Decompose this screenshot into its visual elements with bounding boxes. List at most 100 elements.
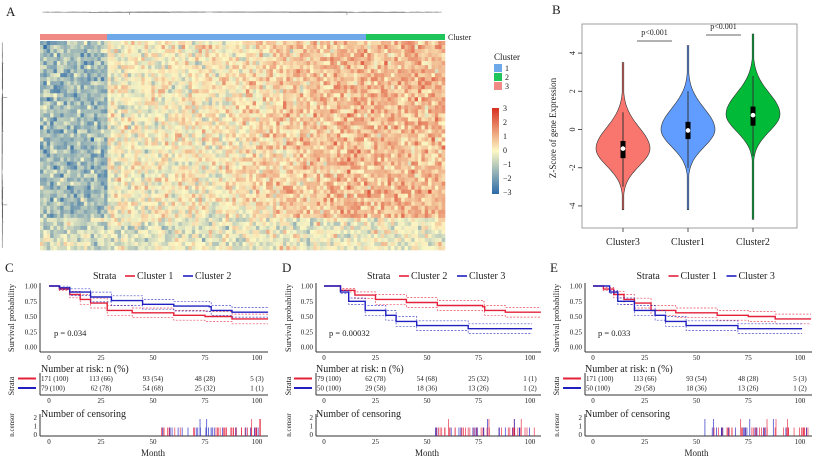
heatmap-cell [100,225,105,231]
heatmap-cell [245,169,250,174]
heatmap-cell [239,201,243,207]
heatmap-cell [124,97,129,102]
heatmap-cell [330,165,334,170]
heatmap-cell [215,41,220,46]
heatmap-cell [306,189,311,195]
heatmap-cell [83,133,88,138]
heatmap-cell [56,233,61,239]
heatmap-cell [326,105,331,110]
heatmap-cell [205,109,210,114]
heatmap-cell [40,121,44,126]
heatmap-cell [269,213,274,219]
heatmap-cell [90,105,95,110]
heatmap-cell [185,245,189,251]
heatmap-cell [350,173,355,178]
heatmap-cell [110,125,115,130]
heatmap-cell [320,177,324,182]
heatmap-cell [249,61,253,66]
heatmap-cell [90,133,95,138]
heatmap-cell [353,185,358,191]
heatmap-cell [337,81,341,86]
heatmap-cell [94,245,98,251]
heatmap-cell [235,65,240,70]
heatmap-cell [310,193,314,199]
heatmap-cell [276,53,280,58]
heatmap-cell [195,233,199,239]
heatmap-cell [110,105,115,110]
heatmap-cell [117,137,122,142]
heatmap-cell [56,113,61,118]
heatmap-cell [77,205,81,211]
heatmap-cell [256,121,260,126]
heatmap-cell [198,65,203,70]
heatmap-cell [276,237,280,243]
heatmap-cell [43,213,48,219]
heatmap-cell [343,201,348,207]
heatmap-cell [235,225,240,231]
heatmap-cell [67,237,71,243]
heatmap-cell [229,233,233,239]
heatmap-cell [154,101,159,106]
heatmap-cell [256,105,260,110]
heatmap-cell [208,137,213,142]
heatmap-cell [137,213,142,219]
heatmap-cell [73,201,78,207]
heatmap-cell [151,189,156,195]
heatmap-cell [87,53,91,58]
heatmap-cell [289,157,294,162]
heatmap-cell [100,197,105,203]
heatmap-cell [161,141,166,146]
heatmap-cell [269,133,274,138]
heatmap-cell [262,53,267,58]
heatmap-cell [266,53,270,58]
heatmap-cell [148,53,152,58]
heatmap-cell [195,117,199,122]
heatmap-cell [232,229,237,235]
heatmap-cell [63,241,68,247]
heatmap-cell [202,45,206,50]
heatmap-cell [208,193,213,199]
heatmap-cell [262,125,267,130]
heatmap-cell [195,229,199,235]
heatmap-cell [269,185,274,191]
heatmap-cell [107,81,112,86]
heatmap-cell [185,117,189,122]
heatmap-cell [316,109,321,114]
heatmap-cell [151,221,156,227]
heatmap-cell [316,165,321,170]
heatmap-cell [326,165,331,170]
heatmap-cell [316,69,321,74]
heatmap-cell [276,89,280,94]
heatmap-cell [242,105,247,110]
heatmap-cell [320,229,324,235]
heatmap-cell [117,225,122,231]
heatmap-cell [50,53,54,58]
heatmap-cell [353,189,358,195]
heatmap-cell [289,177,294,182]
heatmap-cell [154,145,159,150]
heatmap-cell [337,69,341,74]
heatmap-cell [121,141,125,146]
heatmap-cell [127,125,132,130]
heatmap-cell [326,113,331,118]
heatmap-cell [343,229,348,235]
heatmap-cell [235,157,240,162]
heatmap-cell [67,61,71,66]
heatmap-cell [249,149,253,154]
heatmap-cell [63,217,68,223]
heatmap-cell [100,69,105,74]
heatmap-cell [73,57,78,62]
heatmap-cell [77,225,81,231]
heatmap-cell [175,121,179,126]
heatmap-cell [316,157,321,162]
heatmap-cell [272,49,277,54]
heatmap-cell [154,233,159,239]
heatmap-cell [266,93,270,98]
heatmap-cell [195,69,199,74]
heatmap-cell [171,149,176,154]
heatmap-cell [326,185,331,191]
heatmap-cell [323,57,328,62]
heatmap-cell [262,141,267,146]
heatmap-cell [235,77,240,82]
heatmap-cell [171,185,176,191]
